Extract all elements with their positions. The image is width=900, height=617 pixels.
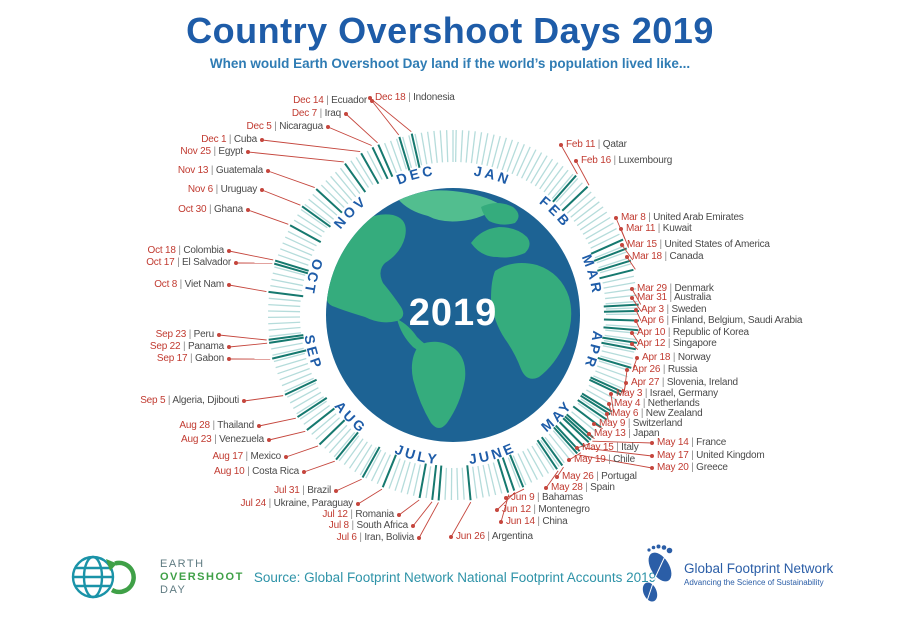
month-label: APR xyxy=(581,330,606,372)
header: Country Overshoot Days 2019 When would E… xyxy=(0,10,900,71)
earth-overshoot-day-wordmark: EARTH OVERSHOOT DAY xyxy=(160,557,244,596)
source-note: Source: Global Footprint Network Nationa… xyxy=(253,570,657,585)
page-title: Country Overshoot Days 2019 xyxy=(186,10,714,51)
footer: EARTH OVERSHOOT DAY Source: Global Footp… xyxy=(0,538,900,613)
page-subtitle: When would Earth Overshoot Day land if t… xyxy=(209,56,691,71)
month-label: OCT xyxy=(301,257,326,297)
footprint-icon xyxy=(642,544,673,602)
month-label: DEC xyxy=(394,162,436,187)
ring-day-ticks xyxy=(268,130,639,501)
earth-overshoot-day-icon xyxy=(71,555,136,599)
month-label: SEP xyxy=(301,333,326,372)
globe xyxy=(326,188,580,442)
global-footprint-network-logo: Global Footprint Network Advancing the S… xyxy=(638,540,833,608)
earth-overshoot-day-logo: EARTH OVERSHOOT DAY xyxy=(68,550,244,604)
global-footprint-network-wordmark: Global Footprint Network Advancing the S… xyxy=(684,561,834,587)
month-label: JAN xyxy=(473,163,514,189)
connector-lines xyxy=(217,96,654,540)
month-label: JULY xyxy=(393,441,441,468)
globe-continents xyxy=(327,190,572,428)
center-year-label: 2019 xyxy=(408,292,498,334)
loop-arrow-icon xyxy=(106,559,136,595)
